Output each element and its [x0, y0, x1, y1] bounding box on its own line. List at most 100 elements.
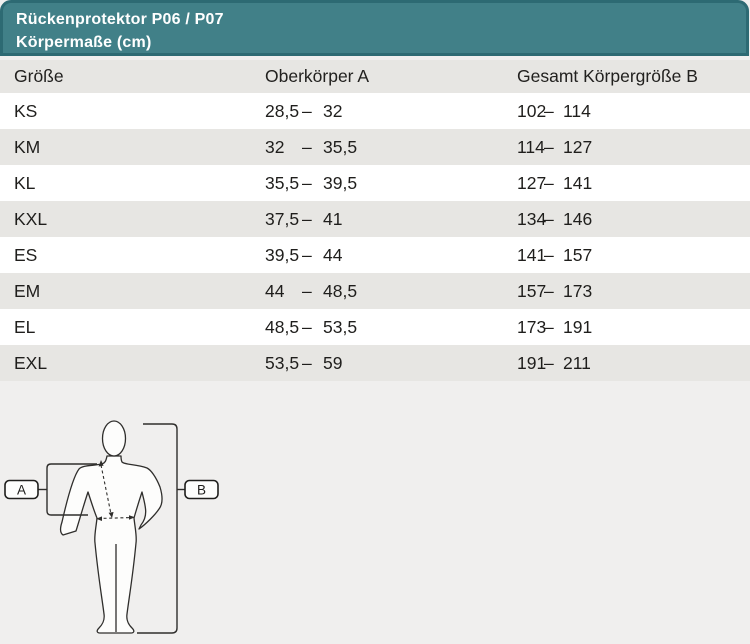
- upper-body-range-cell: 35,5–39,5: [265, 173, 517, 194]
- range-to: 53,5: [323, 316, 358, 337]
- table-title-block: Rückenprotektor P06 / P07 Körpermaße (cm…: [0, 0, 749, 56]
- size-cell: KS: [14, 100, 38, 121]
- range-from: 173: [517, 316, 547, 337]
- range-to: 39,5: [323, 172, 358, 193]
- range-to: 141: [563, 172, 593, 193]
- range-dash: –: [302, 136, 312, 157]
- size-table-rows: KS 28,5–32 102– 114 KM 32–35,5 114– 127 KL 35,5–3…: [0, 93, 750, 381]
- range-dash: –: [302, 352, 312, 373]
- range-dash: –: [302, 172, 312, 193]
- column-total-height: Gesamt Körpergröße B: [517, 66, 698, 86]
- total-height-range-cell: 191– 211: [517, 353, 750, 374]
- range-from: 35,5: [265, 172, 300, 193]
- range-to: 191: [563, 316, 593, 337]
- upper-body-range-cell: 37,5–41: [265, 209, 517, 230]
- range-from: 37,5: [265, 208, 300, 229]
- column-upper-body: Oberkörper A: [265, 66, 370, 86]
- upper-body-range-cell: 44–48,5: [265, 281, 517, 302]
- range-from: 32: [265, 136, 285, 157]
- measure-subtitle: Körpermaße (cm): [16, 34, 152, 51]
- body-measurement-figure: A B: [4, 420, 219, 634]
- range-to: 44: [323, 244, 343, 265]
- range-to: 173: [563, 280, 593, 301]
- range-from: 53,5: [265, 352, 300, 373]
- upper-body-range-cell: 39,5–44: [265, 245, 517, 266]
- table-row: EXL 53,5–59 191– 211: [0, 345, 750, 381]
- range-from: 141: [517, 244, 547, 265]
- range-dash: –: [544, 208, 554, 229]
- range-to: 157: [563, 244, 593, 265]
- range-to: 32: [323, 100, 343, 121]
- total-height-range-cell: 102– 114: [517, 101, 750, 122]
- total-height-range-cell: 127– 141: [517, 173, 750, 194]
- label-a-box: [4, 479, 39, 500]
- column-size: Größe: [14, 66, 64, 86]
- measure-b-bracket: [137, 423, 178, 634]
- waist-dashed-line: [97, 516, 134, 520]
- total-height-range-cell: 173– 191: [517, 317, 750, 338]
- size-cell: KL: [14, 172, 36, 193]
- product-title: Rückenprotektor P06 / P07: [16, 11, 224, 28]
- back-length-arrow-bottom: [108, 512, 114, 518]
- size-cell: KXL: [14, 208, 48, 229]
- range-to: 59: [323, 352, 343, 373]
- waist-arrow-right: [129, 515, 135, 520]
- range-dash: –: [544, 172, 554, 193]
- range-dash: –: [544, 136, 554, 157]
- range-from: 102: [517, 100, 547, 121]
- upper-body-range-cell: 48,5–53,5: [265, 317, 517, 338]
- size-cell: ES: [14, 244, 38, 265]
- label-b-box: [184, 479, 219, 500]
- range-dash: –: [544, 280, 554, 301]
- range-dash: –: [302, 100, 312, 121]
- total-height-range-cell: 141– 157: [517, 245, 750, 266]
- table-row: KS 28,5–32 102– 114: [0, 93, 750, 129]
- back-length-arrow-top: [98, 460, 104, 467]
- range-from: 114: [517, 136, 545, 157]
- range-dash: –: [544, 352, 554, 373]
- table-row: KXL 37,5–41 134– 146: [0, 201, 750, 237]
- range-dash: –: [544, 316, 554, 337]
- size-cell: EL: [14, 316, 36, 337]
- table-row: EL 48,5–53,5 173– 191: [0, 309, 750, 345]
- table-row: ES 39,5–44 141– 157: [0, 237, 750, 273]
- range-to: 35,5: [323, 136, 358, 157]
- range-dash: –: [544, 244, 554, 265]
- table-column-header: Größe Oberkörper A Gesamt Körpergröße B: [0, 60, 750, 93]
- body-outline: [59, 455, 163, 634]
- waist-arrow-left: [96, 516, 102, 521]
- total-height-range-cell: 134– 146: [517, 209, 750, 230]
- range-to: 48,5: [323, 280, 358, 301]
- range-dash: –: [302, 208, 312, 229]
- range-to: 114: [563, 100, 591, 121]
- back-length-dashed-line: [100, 464, 112, 515]
- label-a-text: A: [17, 483, 26, 498]
- table-row: EM 44–48,5 157– 173: [0, 273, 750, 309]
- table-row: KM 32–35,5 114– 127: [0, 129, 750, 165]
- range-to: 211: [563, 352, 591, 373]
- range-from: 39,5: [265, 244, 300, 265]
- range-from: 157: [517, 280, 547, 301]
- range-dash: –: [302, 316, 312, 337]
- range-dash: –: [302, 280, 312, 301]
- table-row: KL 35,5–39,5 127– 141: [0, 165, 750, 201]
- label-b-text: B: [197, 483, 206, 498]
- upper-body-range-cell: 32–35,5: [265, 137, 517, 158]
- total-height-range-cell: 157– 173: [517, 281, 750, 302]
- range-from: 44: [265, 280, 285, 301]
- range-to: 146: [563, 208, 593, 229]
- head-outline: [101, 420, 127, 457]
- range-from: 28,5: [265, 100, 300, 121]
- upper-body-range-cell: 53,5–59: [265, 353, 517, 374]
- range-dash: –: [302, 244, 312, 265]
- size-cell: KM: [14, 136, 41, 157]
- size-cell: EXL: [14, 352, 48, 373]
- range-from: 127: [517, 172, 547, 193]
- range-to: 41: [323, 208, 343, 229]
- upper-body-range-cell: 28,5–32: [265, 101, 517, 122]
- size-cell: EM: [14, 280, 41, 301]
- range-from: 134: [517, 208, 547, 229]
- range-from: 48,5: [265, 316, 300, 337]
- total-height-range-cell: 114– 127: [517, 137, 750, 158]
- range-dash: –: [544, 100, 554, 121]
